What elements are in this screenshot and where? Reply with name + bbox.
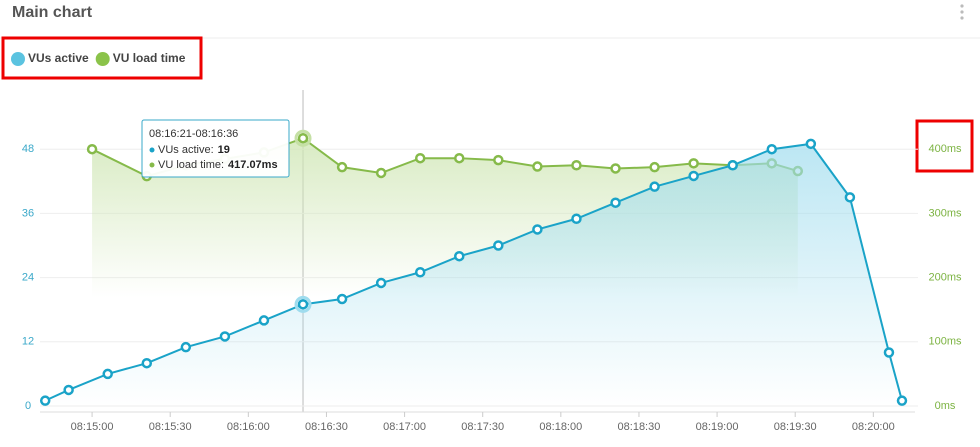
point[interactable]: [414, 267, 426, 278]
hover-point: [294, 295, 312, 313]
point[interactable]: [610, 197, 621, 208]
point[interactable]: [336, 161, 348, 173]
panel-title: Main chart: [12, 4, 93, 21]
x-tick-label: 08:18:00: [539, 421, 582, 433]
tooltip-label: VU load time:: [158, 159, 224, 171]
x-tick-label: 08:17:30: [461, 421, 504, 433]
hover-point: [294, 129, 312, 147]
line: [44, 142, 903, 402]
y-tick-label: 24: [22, 272, 34, 284]
point[interactable]: [896, 395, 908, 406]
y2-tick-label: 100ms: [928, 336, 962, 348]
area: [45, 143, 902, 406]
point[interactable]: [805, 138, 817, 150]
x-tick-label: 08:19:00: [696, 421, 739, 433]
point[interactable]: [649, 181, 660, 192]
point[interactable]: [493, 240, 504, 251]
highlight-box: [915, 119, 974, 173]
tooltip-range: 08:16:21-08:16:36: [149, 128, 238, 140]
point[interactable]: [532, 224, 543, 235]
point[interactable]: [688, 158, 699, 169]
point[interactable]: [180, 341, 192, 353]
point[interactable]: [141, 357, 153, 369]
x-tick-label: 08:17:00: [383, 421, 426, 433]
point[interactable]: [336, 293, 348, 305]
point[interactable]: [297, 299, 309, 310]
point[interactable]: [688, 170, 699, 182]
point[interactable]: [258, 315, 270, 326]
point[interactable]: [883, 347, 895, 358]
point[interactable]: [39, 395, 51, 406]
x-tick-label: 08:15:00: [71, 421, 114, 433]
y-tick-label: 48: [22, 143, 34, 155]
point[interactable]: [219, 331, 231, 342]
tooltip-dot: [149, 162, 155, 168]
point[interactable]: [63, 384, 74, 396]
legend-swatch[interactable]: [11, 52, 25, 66]
legend-swatch[interactable]: [95, 52, 110, 66]
point[interactable]: [297, 132, 309, 144]
y-tick-label: 0: [25, 400, 31, 412]
point[interactable]: [571, 160, 582, 171]
y2-tick-label: 200ms: [928, 272, 962, 284]
legend-label[interactable]: VU load time: [113, 51, 186, 65]
x-tick-label: 08:15:30: [149, 421, 192, 433]
tooltip-dot: [149, 147, 155, 153]
point[interactable]: [610, 163, 621, 174]
point[interactable]: [454, 152, 465, 164]
point[interactable]: [844, 192, 856, 203]
point[interactable]: [727, 160, 738, 171]
tooltip-value: 417.07ms: [228, 159, 278, 171]
point[interactable]: [375, 167, 387, 179]
point[interactable]: [532, 161, 543, 172]
tooltip-box: [141, 119, 290, 178]
point[interactable]: [375, 277, 387, 289]
x-tick-label: 08:16:00: [227, 421, 270, 433]
tooltip: 08:16:21-08:16:36 VUs active: 19 VU load ti…: [141, 119, 290, 178]
tooltip-label: VUs active:: [158, 144, 214, 156]
menu-icon[interactable]: [960, 4, 964, 20]
x-tick-label: 08:19:30: [774, 421, 817, 433]
point[interactable]: [571, 213, 582, 224]
y2-tick-label: 300ms: [928, 207, 962, 219]
point[interactable]: [493, 154, 504, 166]
point[interactable]: [414, 152, 426, 164]
x-tick-label: 08:16:30: [305, 421, 348, 433]
legend-label[interactable]: VUs active: [28, 51, 89, 65]
tooltip-value: 19: [218, 144, 230, 156]
y2-tick-label: 0ms: [935, 400, 956, 412]
point[interactable]: [86, 143, 98, 155]
y-tick-label: 36: [22, 207, 34, 219]
point[interactable]: [102, 368, 113, 380]
point[interactable]: [454, 250, 465, 262]
y2-tick-label: 400ms: [928, 143, 962, 155]
highlight-box: [1, 36, 203, 80]
x-tick-label: 08:20:00: [852, 421, 895, 433]
y-tick-label: 12: [22, 336, 34, 348]
point[interactable]: [649, 161, 660, 173]
point[interactable]: [766, 143, 778, 155]
x-tick-label: 08:18:30: [618, 421, 661, 433]
